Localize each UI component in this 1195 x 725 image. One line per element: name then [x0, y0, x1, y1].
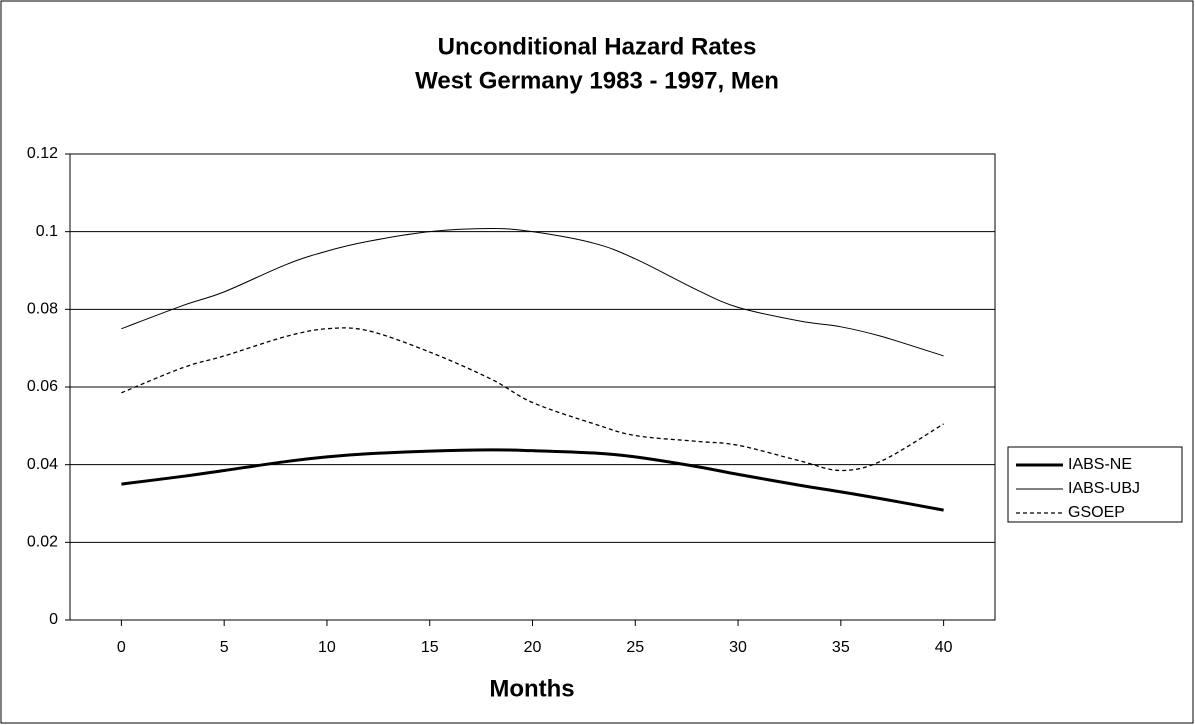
x-tick-label: 25 — [626, 639, 644, 656]
chart-title: Unconditional Hazard Rates — [438, 33, 757, 60]
y-tick-label: 0 — [49, 611, 58, 628]
y-tick-label: 0.04 — [27, 456, 58, 473]
x-tick-label: 35 — [832, 639, 850, 656]
y-tick-label: 0.02 — [27, 534, 58, 551]
x-tick-label: 5 — [220, 639, 229, 656]
x-tick-label: 30 — [729, 639, 747, 656]
x-tick-label: 0 — [117, 639, 126, 656]
series-line — [121, 448, 944, 512]
y-tick-label: 0.1 — [36, 223, 58, 240]
series-line — [121, 327, 944, 472]
series-line — [121, 228, 944, 357]
x-tick-label: 20 — [524, 639, 542, 656]
y-tick-label: 0.06 — [27, 378, 58, 395]
x-tick-label: 15 — [421, 639, 439, 656]
legend-box — [1007, 446, 1183, 523]
legend-label: IABS-NE — [1068, 456, 1132, 473]
x-axis-label: Months — [489, 675, 574, 702]
x-tick-label: 10 — [318, 639, 336, 656]
legend-label: GSOEP — [1068, 504, 1125, 521]
x-tick-label: 40 — [935, 639, 953, 656]
y-tick-label: 0.08 — [27, 301, 58, 318]
y-tick-label: 0.12 — [27, 145, 58, 162]
legend-label: IABS-UBJ — [1068, 480, 1140, 497]
chart-subtitle: West Germany 1983 - 1997, Men — [415, 67, 779, 94]
